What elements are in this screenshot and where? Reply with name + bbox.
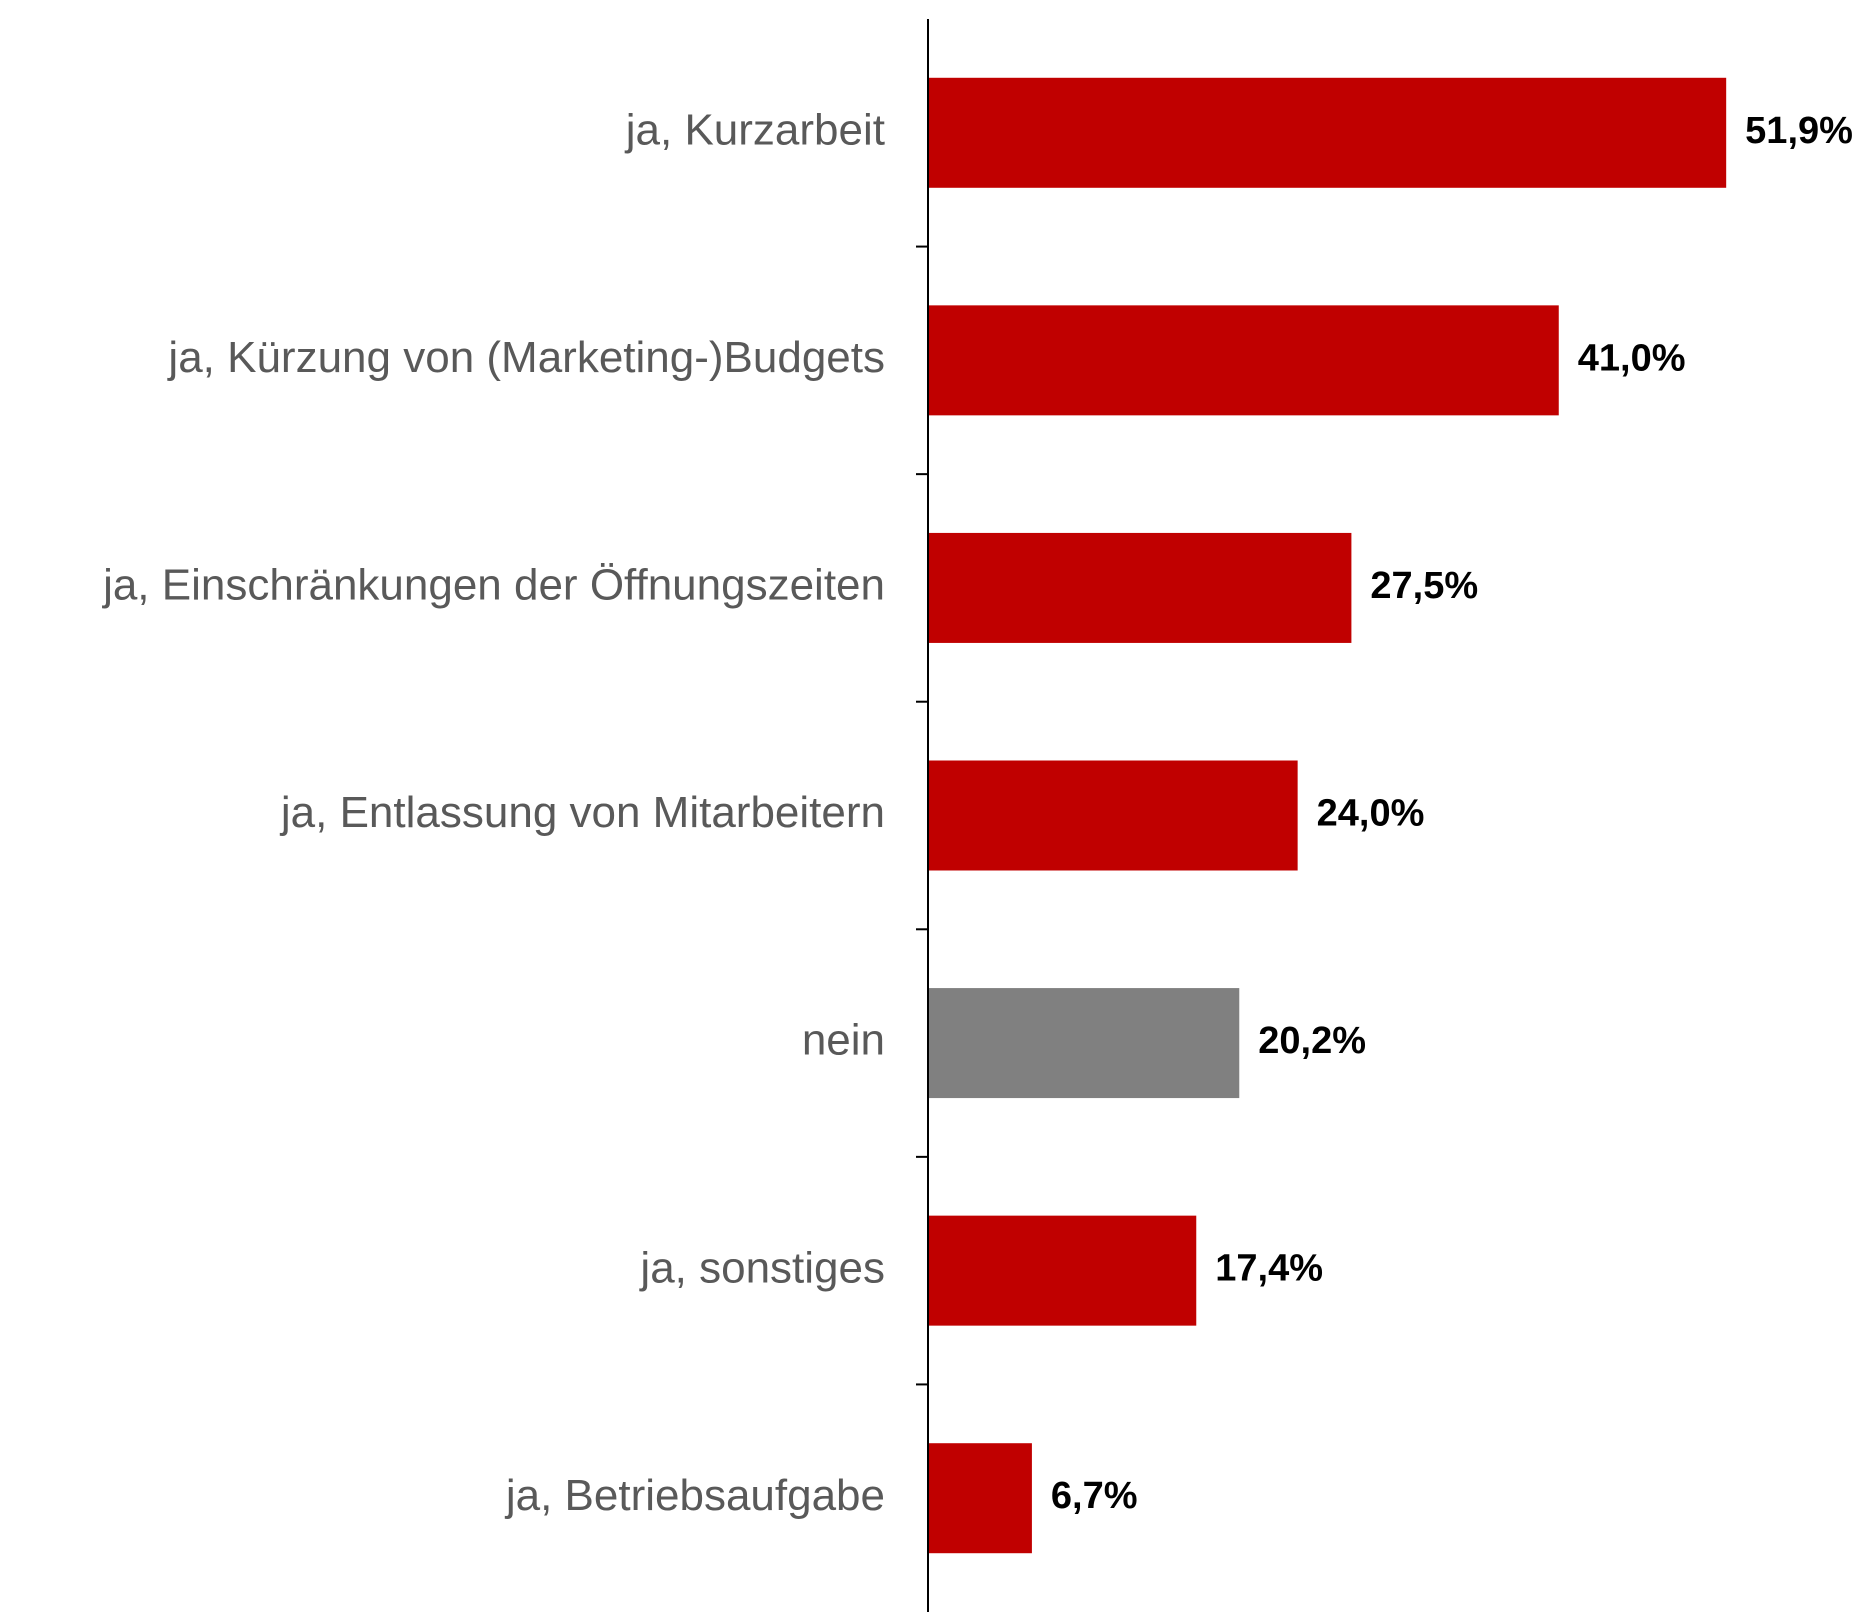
- value-label: 27,5%: [1370, 565, 1478, 607]
- category-label: ja, Kürzung von (Marketing-)Budgets: [166, 333, 885, 382]
- value-label: 24,0%: [1317, 793, 1425, 835]
- bar: [929, 532, 1352, 643]
- bar: [929, 77, 1727, 188]
- value-label: 17,4%: [1215, 1248, 1323, 1290]
- category-label: ja, Einschränkungen der Öffnungszeiten: [101, 561, 885, 610]
- value-label: 6,7%: [1051, 1475, 1138, 1517]
- bar: [929, 1215, 1197, 1326]
- value-label: 51,9%: [1745, 110, 1853, 152]
- bar: [929, 760, 1298, 871]
- value-label: 20,2%: [1258, 1020, 1366, 1062]
- bar: [929, 1443, 1032, 1554]
- category-label: ja, Kurzarbeit: [624, 105, 885, 154]
- category-label: ja, Betriebsaufgabe: [504, 1471, 885, 1520]
- bar: [929, 305, 1559, 416]
- category-label: nein: [802, 1016, 885, 1065]
- value-label: 41,0%: [1578, 337, 1686, 379]
- bar: [929, 988, 1240, 1099]
- category-label: ja, sonstiges: [638, 1243, 885, 1292]
- category-label: ja, Entlassung von Mitarbeitern: [279, 788, 885, 837]
